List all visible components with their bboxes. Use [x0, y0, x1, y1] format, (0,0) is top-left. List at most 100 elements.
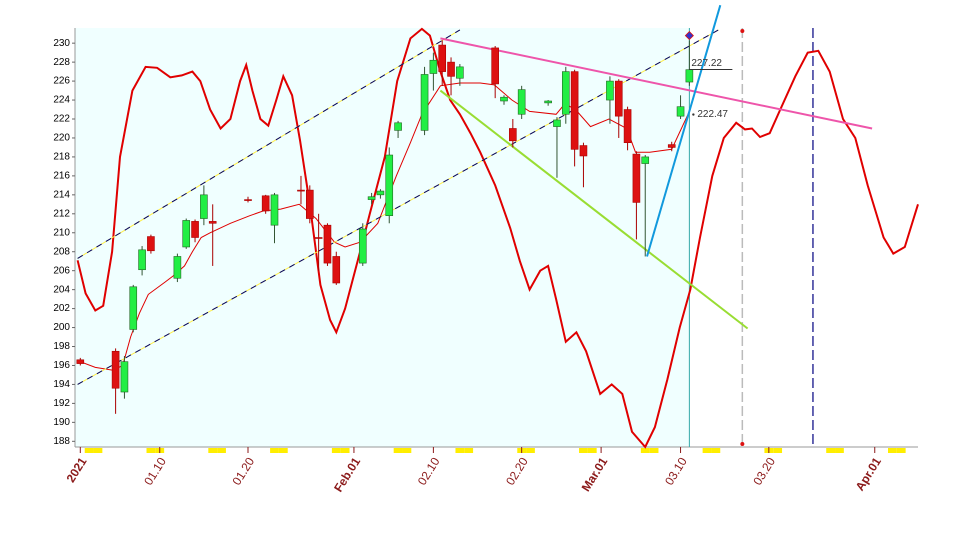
y-tick-label: 190 [53, 417, 70, 428]
calendar-strip [455, 448, 465, 453]
y-tick-label: 216 [53, 171, 70, 182]
candle-body [429, 59, 438, 74]
y-tick-label: 196 [53, 360, 70, 371]
candle-body [544, 100, 552, 104]
candle-body [456, 66, 464, 79]
annotation-label: 227.22 [691, 58, 722, 69]
candle-body [111, 350, 120, 389]
channel-line [77, 29, 461, 259]
y-tick-label: 212 [53, 208, 70, 219]
calendar-strip [649, 448, 659, 453]
y-tick-label: 204 [53, 284, 70, 295]
plot-shade [75, 28, 690, 447]
candle-body [641, 156, 650, 164]
candle-body [420, 74, 429, 131]
y-tick-label: 202 [53, 303, 70, 314]
candle-body [509, 128, 517, 142]
y-tick-label: 228 [53, 57, 70, 68]
candle-body [358, 228, 367, 264]
calendar-strip [702, 448, 712, 453]
calendar-strip [340, 448, 350, 453]
y-tick-label: 222 [53, 114, 70, 125]
y-tick-label: 210 [53, 227, 70, 238]
candle-body [323, 224, 332, 264]
calendar-strip [773, 448, 783, 453]
y-tick-label: 200 [53, 322, 70, 333]
y-tick-label: 208 [53, 246, 70, 257]
calendar-strip [278, 448, 288, 453]
calendar-strip [888, 448, 897, 453]
candle-body [385, 154, 394, 216]
calendar-strip [93, 448, 103, 453]
line-end-dot [740, 442, 745, 446]
line [439, 89, 749, 330]
candle-body [244, 199, 252, 201]
candle-body [120, 361, 129, 393]
calendar-strip [270, 448, 279, 453]
calendar-strip [579, 448, 588, 453]
y-tick-label: 226 [53, 76, 70, 87]
candle-body [667, 144, 676, 148]
candle-body [606, 80, 614, 101]
y-tick-label: 220 [53, 133, 70, 144]
candle-body [297, 189, 305, 192]
candle-body [173, 256, 182, 279]
candle-body [314, 237, 323, 239]
annotation-label: 222.47 [697, 109, 728, 120]
candle-body [208, 221, 217, 224]
candle-body [200, 194, 208, 219]
calendar-strip [640, 448, 650, 453]
y-tick-label: 194 [53, 379, 70, 390]
candle-body [138, 249, 146, 271]
candle-body [332, 256, 341, 284]
candle-body [491, 47, 499, 85]
calendar-strip [826, 448, 836, 453]
candle-body [76, 359, 85, 364]
line [646, 4, 722, 257]
candle-body [570, 71, 579, 150]
candle-body [147, 236, 155, 252]
calendar-strip [402, 448, 412, 453]
y-tick-label: 192 [53, 398, 70, 409]
candle-body [376, 190, 385, 196]
candle-body [261, 195, 270, 212]
calendar-strip [84, 448, 94, 453]
calendar-strip [464, 448, 474, 453]
calendar-strip [526, 448, 535, 453]
calendar-strip [146, 448, 156, 453]
y-tick-label: 188 [53, 436, 70, 447]
y-tick-label: 206 [53, 265, 70, 276]
candle-body [553, 119, 561, 127]
line [440, 37, 873, 130]
y-tick-label: 230 [53, 38, 70, 49]
calendar-strip [587, 448, 597, 453]
candle-body [270, 194, 279, 226]
calendar-strip [217, 448, 226, 453]
candle-body [191, 221, 199, 238]
candle-body [129, 286, 138, 330]
candle-body [685, 69, 694, 83]
candle-body [632, 153, 641, 203]
candle-body [438, 44, 447, 72]
marker [684, 31, 694, 41]
candle-body [676, 106, 685, 117]
candle-body [579, 145, 588, 157]
calendar-strip [393, 448, 403, 453]
calendar-strip [208, 448, 218, 453]
y-tick-label: 218 [53, 152, 70, 163]
line-end-dot [740, 29, 745, 33]
candle-body [561, 71, 570, 115]
candle-body [500, 96, 508, 102]
candle-body [394, 122, 402, 131]
candle-body [517, 89, 526, 115]
calendar-strip [896, 448, 906, 453]
candle-body [306, 189, 314, 219]
calendar-strip [331, 448, 341, 453]
annotation-dot [692, 113, 695, 116]
candle-body [447, 61, 455, 77]
y-tick-label: 198 [53, 341, 70, 352]
candle-body [367, 196, 376, 200]
candle-body [614, 80, 623, 117]
calendar-strip [835, 448, 844, 453]
